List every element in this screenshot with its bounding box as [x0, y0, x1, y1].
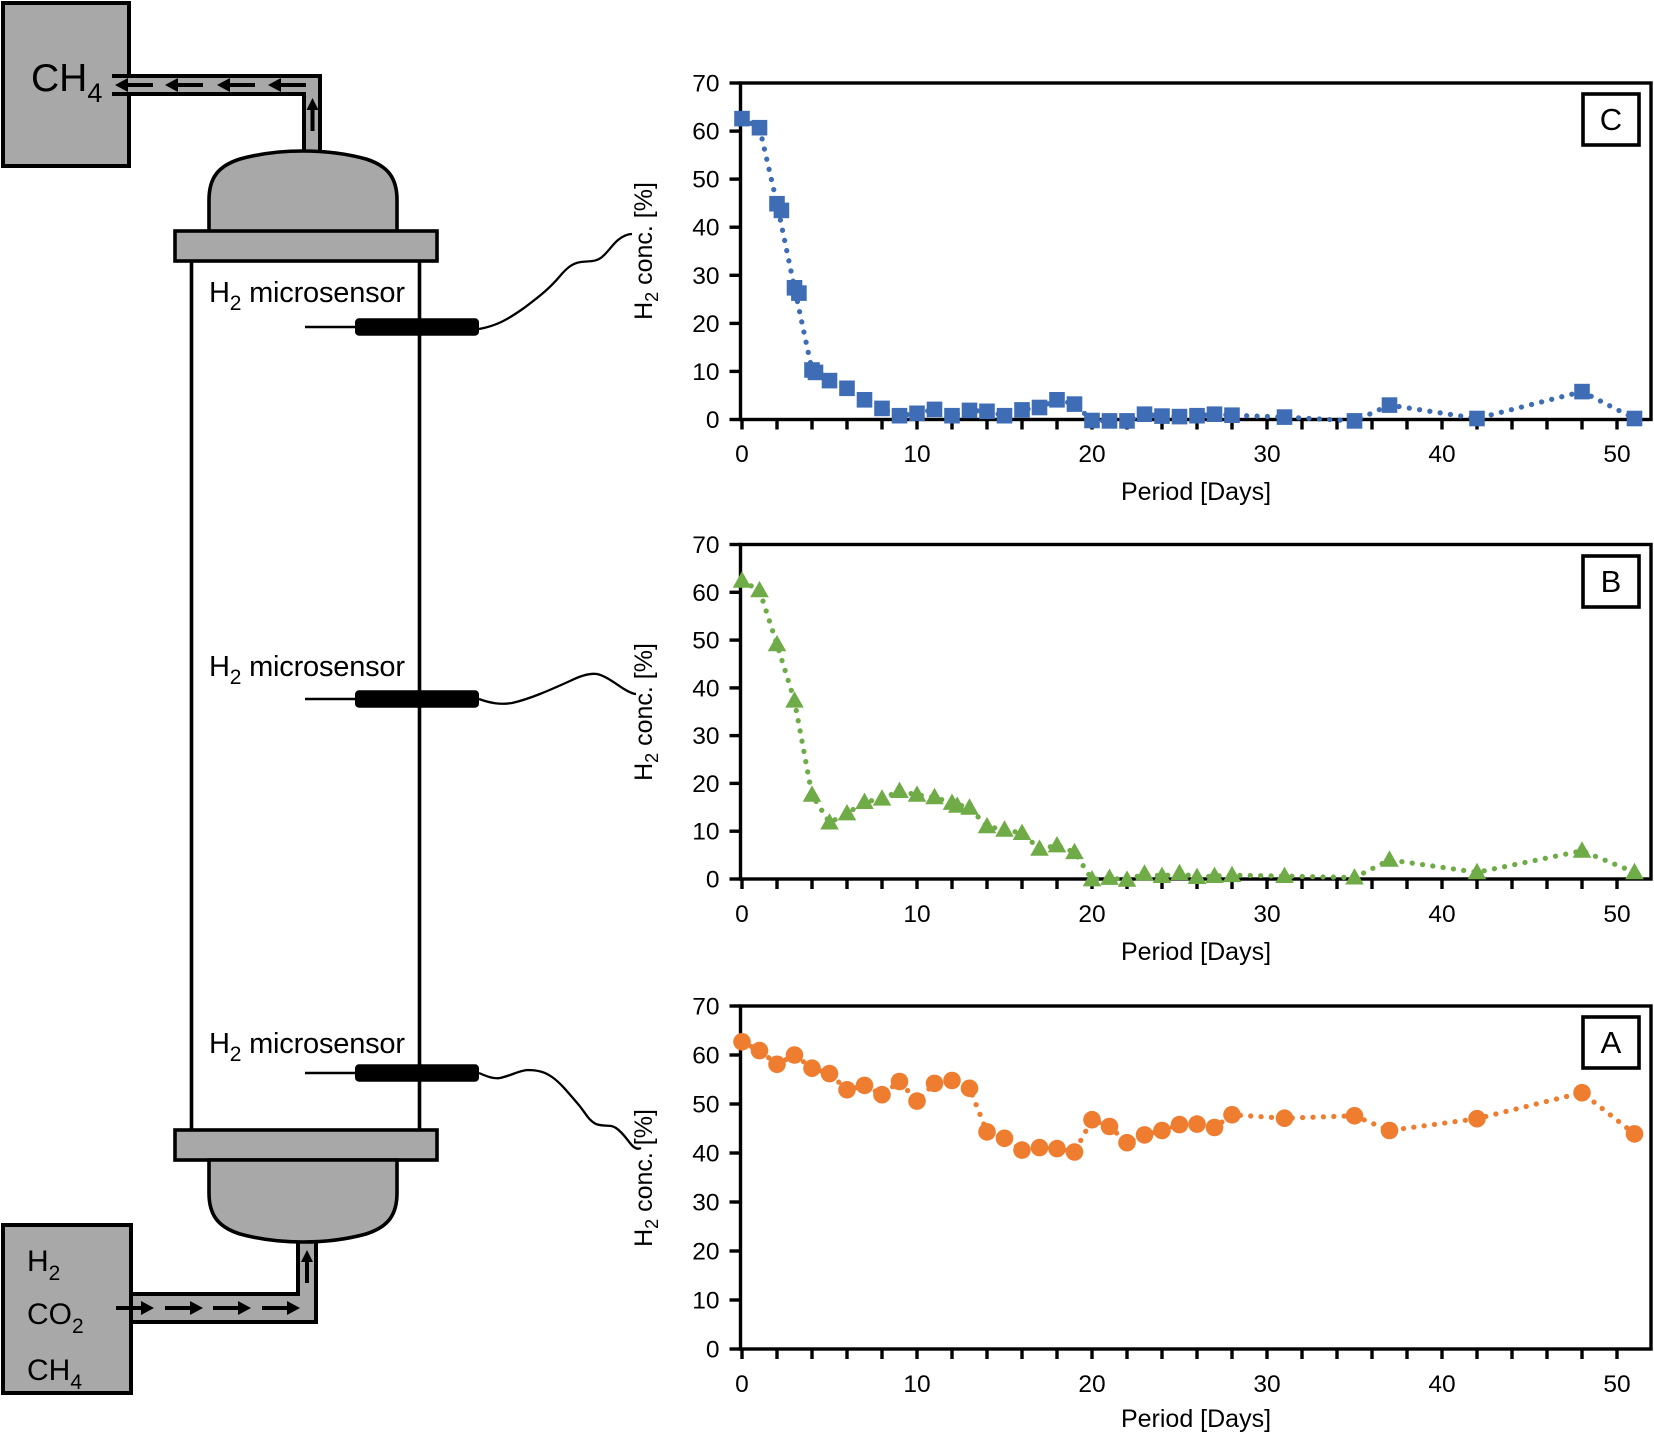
svg-text:CH4: CH4	[31, 57, 102, 108]
svg-text:40: 40	[1428, 441, 1455, 468]
svg-text:70: 70	[692, 994, 719, 1021]
svg-text:30: 30	[692, 1190, 719, 1217]
svg-text:20: 20	[692, 771, 719, 798]
svg-text:50: 50	[692, 628, 719, 655]
svg-text:H2 microsensor: H2 microsensor	[209, 651, 405, 689]
svg-text:10: 10	[903, 1371, 930, 1398]
svg-text:30: 30	[1253, 441, 1280, 468]
svg-text:0: 0	[706, 1337, 720, 1364]
svg-text:60: 60	[692, 119, 719, 146]
svg-text:10: 10	[903, 441, 930, 468]
svg-text:H2 conc. [%]: H2 conc. [%]	[630, 643, 662, 781]
svg-text:C: C	[1600, 102, 1622, 137]
svg-text:40: 40	[1428, 1371, 1455, 1398]
svg-text:30: 30	[1253, 901, 1280, 928]
svg-text:50: 50	[1603, 441, 1630, 468]
svg-text:40: 40	[692, 675, 719, 702]
svg-text:Period [Days]: Period [Days]	[1121, 938, 1271, 966]
svg-text:0: 0	[706, 867, 720, 894]
svg-text:40: 40	[692, 1141, 719, 1168]
svg-text:10: 10	[692, 819, 719, 846]
svg-text:20: 20	[1078, 441, 1105, 468]
svg-text:20: 20	[1078, 1371, 1105, 1398]
svg-text:50: 50	[1603, 1371, 1630, 1398]
svg-text:10: 10	[903, 901, 930, 928]
svg-text:70: 70	[692, 532, 719, 559]
svg-text:40: 40	[692, 215, 719, 242]
svg-text:20: 20	[692, 1239, 719, 1266]
svg-text:A: A	[1601, 1025, 1622, 1060]
svg-text:20: 20	[692, 311, 719, 338]
svg-text:H2 microsensor: H2 microsensor	[209, 277, 405, 315]
svg-text:30: 30	[1253, 1371, 1280, 1398]
svg-text:Period [Days]: Period [Days]	[1121, 478, 1271, 506]
svg-text:60: 60	[692, 1043, 719, 1070]
svg-text:50: 50	[692, 167, 719, 194]
svg-text:0: 0	[706, 407, 720, 434]
svg-text:0: 0	[735, 1371, 749, 1398]
svg-text:10: 10	[692, 1288, 719, 1315]
svg-text:0: 0	[735, 441, 749, 468]
svg-text:B: B	[1601, 564, 1622, 599]
svg-text:70: 70	[692, 71, 719, 98]
svg-text:60: 60	[692, 580, 719, 607]
svg-text:H2 microsensor: H2 microsensor	[209, 1028, 405, 1066]
svg-text:20: 20	[1078, 901, 1105, 928]
svg-text:30: 30	[692, 723, 719, 750]
svg-text:40: 40	[1428, 901, 1455, 928]
svg-text:50: 50	[692, 1092, 719, 1119]
svg-text:0: 0	[735, 901, 749, 928]
svg-text:10: 10	[692, 359, 719, 386]
svg-text:50: 50	[1603, 901, 1630, 928]
svg-text:30: 30	[692, 263, 719, 290]
svg-text:Period [Days]: Period [Days]	[1121, 1405, 1271, 1433]
svg-text:H2 conc. [%]: H2 conc. [%]	[630, 1109, 662, 1247]
